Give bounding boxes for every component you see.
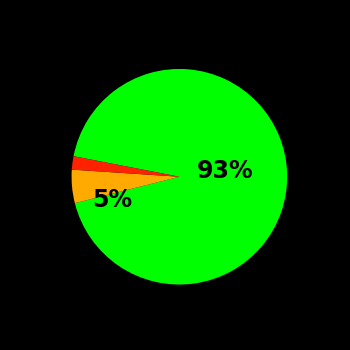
Text: 5%: 5% [92, 188, 133, 212]
Wedge shape [72, 156, 179, 177]
Wedge shape [71, 170, 179, 203]
Text: 93%: 93% [196, 159, 253, 183]
Wedge shape [74, 69, 287, 285]
